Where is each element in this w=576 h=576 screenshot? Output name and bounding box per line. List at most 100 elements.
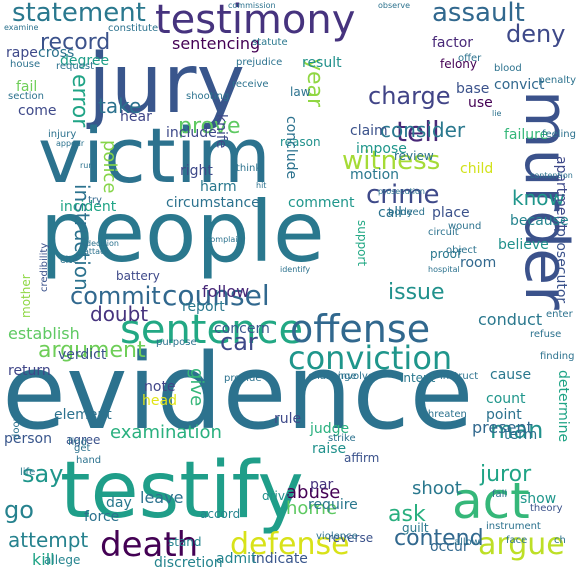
word-because: because [510, 213, 569, 229]
word-admit: admit [216, 551, 257, 567]
word-observe: observe [378, 1, 411, 10]
word-receive: receive [232, 79, 269, 90]
word-examine: examine [4, 23, 39, 32]
word-battery: battery [116, 269, 160, 283]
word-witness: witness [342, 146, 441, 176]
word-home: home [286, 498, 338, 519]
word-report: report [182, 299, 225, 315]
word-believe: believe [498, 237, 549, 253]
word-need: need [400, 207, 425, 218]
word-result: result [302, 55, 342, 71]
word-note: note [144, 379, 176, 395]
word-house: house [10, 59, 41, 70]
word-impose: impose [356, 141, 407, 157]
word-conduct: conduct [478, 310, 543, 329]
word-appear: appear [56, 139, 85, 148]
word-concern: concern [214, 321, 270, 337]
word-affirm: affirm [344, 451, 380, 465]
word-verdict: verdict [58, 347, 107, 363]
word-jury: jury [88, 37, 245, 132]
word-harm: harm [200, 179, 237, 195]
word-leave: leave [140, 488, 184, 507]
word-raise: raise [312, 441, 347, 457]
word-person: person [4, 431, 52, 447]
word-decision: decision [86, 239, 119, 248]
word-circuit: circuit [428, 227, 459, 238]
word-life: life [20, 467, 36, 478]
word-show: show [520, 491, 557, 507]
word-occur: occur [430, 539, 469, 555]
word-felony: felony [440, 57, 477, 71]
word-intent: intent [400, 371, 436, 385]
word-determine: determine [555, 370, 571, 443]
word-term: term [504, 427, 538, 443]
word-constitute: constitute [108, 23, 159, 34]
word-incident: incident [60, 199, 117, 215]
word-fail: fail [16, 79, 38, 95]
word-hospital: hospital [428, 265, 460, 274]
word-right: right [180, 163, 213, 179]
word-testify: testify [60, 446, 304, 536]
word-blood: blood [494, 63, 522, 74]
word-instrument: instrument [486, 521, 541, 532]
word-come: come [18, 103, 57, 119]
word-people: people [40, 183, 325, 281]
word-include: include [166, 125, 217, 141]
word-crime: crime [366, 180, 440, 210]
word-base: base [456, 81, 490, 97]
word-door: door [11, 417, 22, 440]
word-call: call [378, 205, 403, 221]
word-drive: drive [262, 489, 293, 503]
word-injury: injury [48, 129, 77, 140]
word-prove: prove [178, 114, 241, 139]
word-try: try [88, 195, 102, 206]
word-act: act [452, 472, 530, 530]
word-factor: factor [432, 35, 474, 51]
word-ask: ask [388, 502, 426, 527]
word-car: car [220, 328, 258, 356]
word-proof: proof [430, 247, 462, 261]
word-rape: rape [6, 45, 38, 61]
word-allege: allege [44, 553, 81, 567]
word-record: record [40, 30, 111, 55]
word-defense: defense [230, 527, 350, 562]
word-failure: failure [504, 127, 549, 143]
word-argue: argue [478, 527, 565, 562]
word-prosecutor: prosecutor [553, 228, 569, 304]
word-place: place [432, 205, 470, 221]
word-fall: fall [492, 489, 508, 500]
word-police: police [99, 140, 120, 194]
word-section: section [8, 91, 45, 102]
word-instruct: instruct [440, 371, 479, 382]
word-offer: offer [458, 53, 482, 64]
word-contend: contend [394, 526, 484, 551]
word-identify: identify [280, 265, 311, 274]
word-day: day [106, 495, 132, 511]
word-mother: mother [19, 274, 33, 318]
word-take: take [98, 94, 142, 118]
word-convict: convict [494, 77, 545, 93]
word-lie: lie [492, 109, 502, 118]
word-rule: rule [274, 411, 302, 427]
word-conviction: conviction [288, 339, 453, 377]
word-issue: issue [388, 280, 445, 305]
word-request: request [56, 61, 95, 72]
word-doubt: doubt [90, 302, 149, 326]
word-use: use [468, 95, 493, 111]
word-hit: hit [256, 181, 267, 190]
word-counsel: counsel [162, 279, 270, 312]
word-motion: motion [350, 167, 400, 183]
word-violence: violence [316, 531, 358, 542]
word-sentencing: sentencing [172, 34, 261, 53]
word-cause: cause [490, 367, 532, 383]
word-give: give [186, 368, 207, 407]
word-assault: assault [432, 0, 525, 28]
word-agree: agree [66, 433, 101, 447]
word-room: room [460, 255, 497, 271]
word-purpose: purpose [156, 337, 197, 348]
word-judge: judge [310, 421, 350, 437]
word-face: face [506, 535, 528, 546]
word-think: think [236, 163, 262, 174]
word-force: force [84, 509, 120, 525]
